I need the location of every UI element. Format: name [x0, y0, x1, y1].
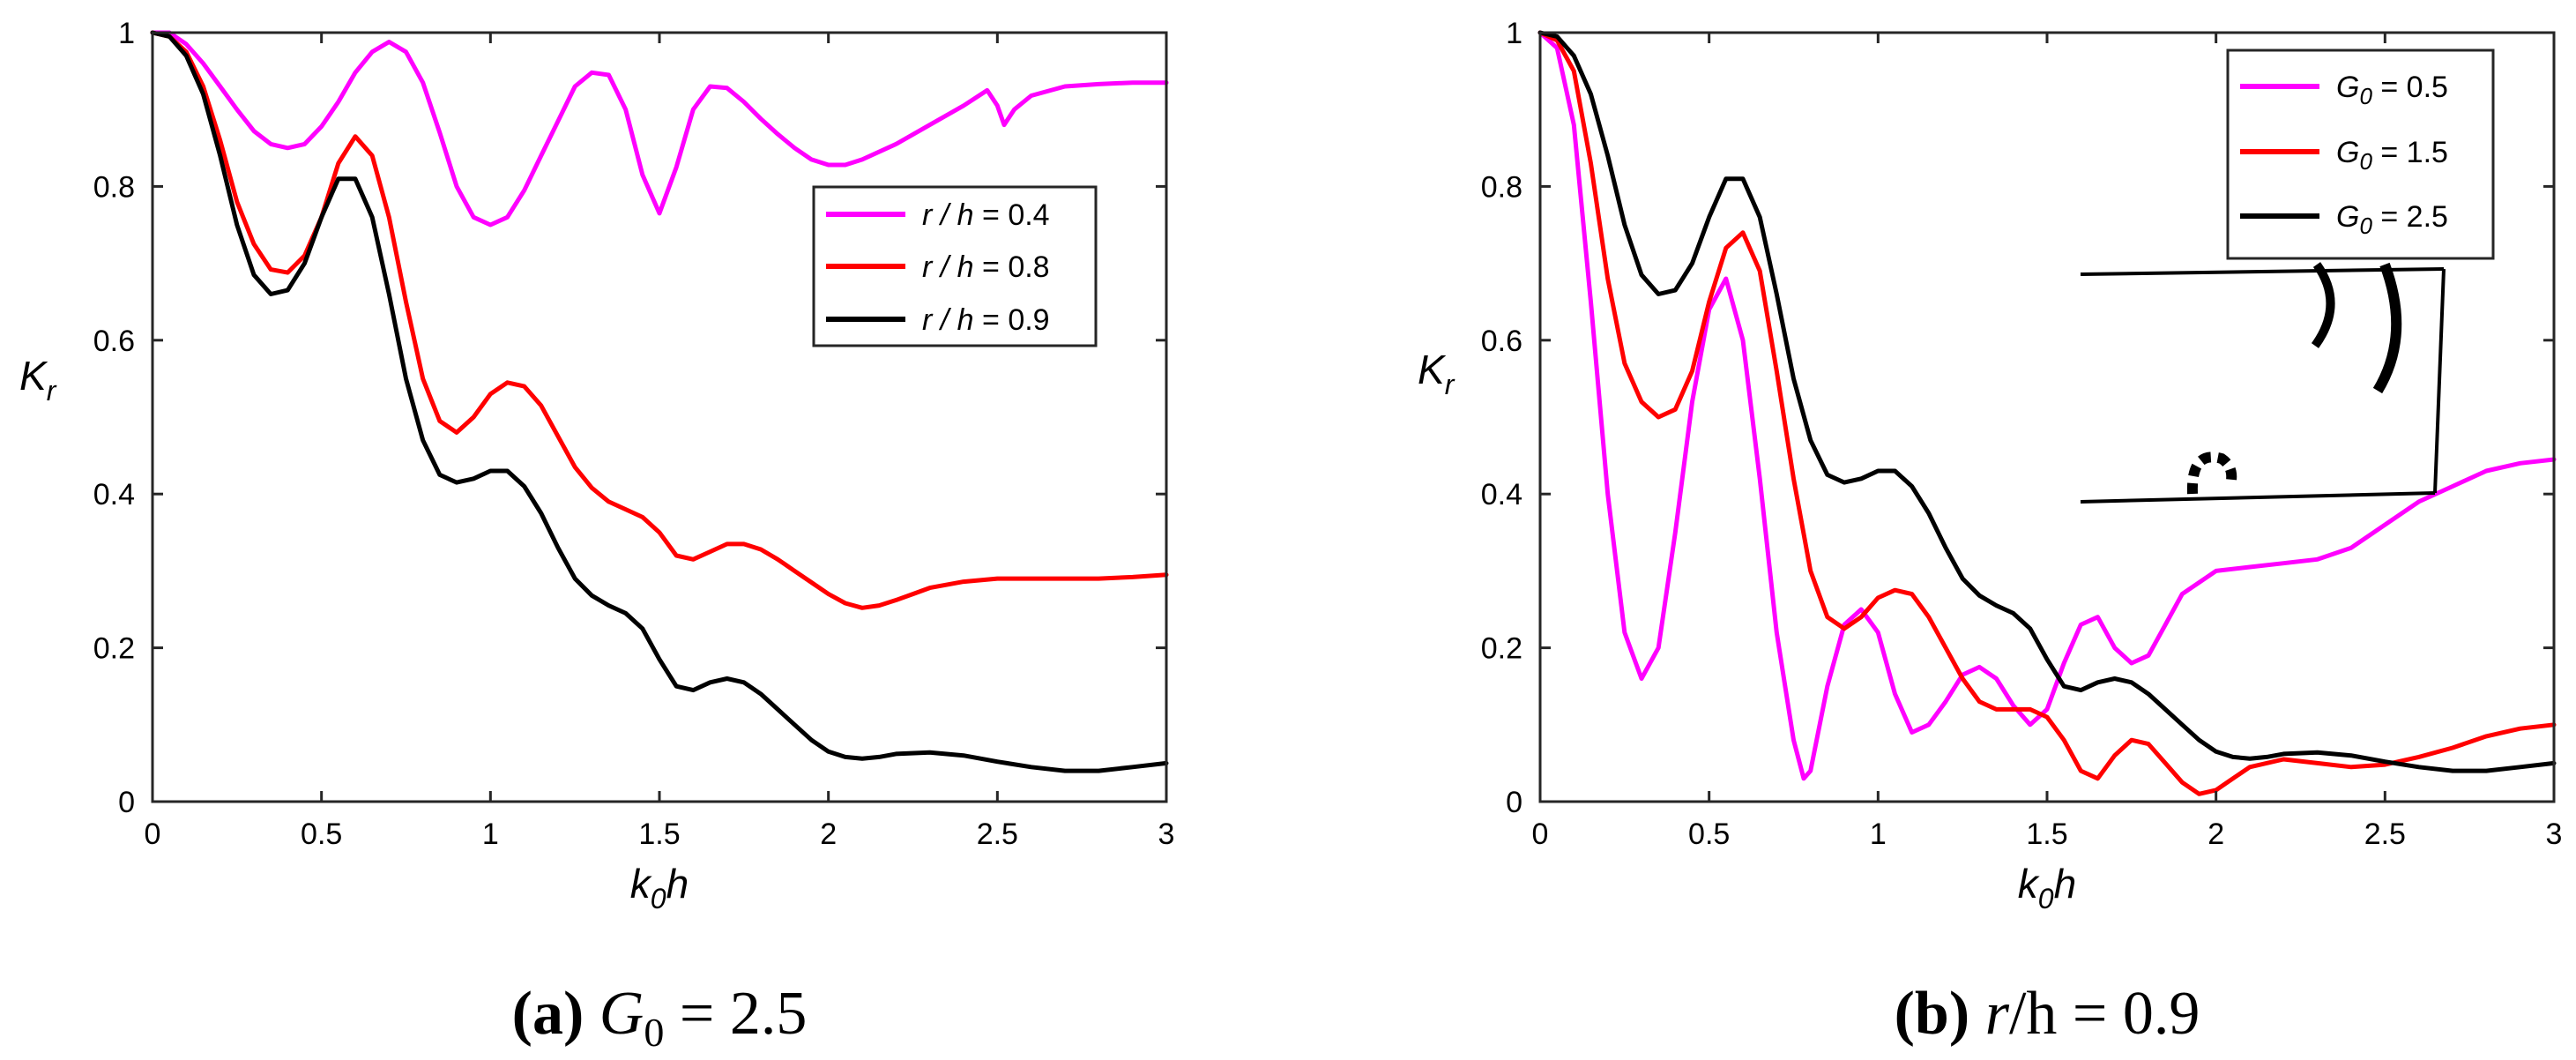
panel-a-xtick-label-6: 3: [1158, 817, 1175, 851]
panel-b-xtick-label-6: 3: [2546, 817, 2563, 851]
panel-b-caption: (b) r/h = 0.9: [1895, 980, 2200, 1048]
panel-a-x-axis-title: k0h: [630, 861, 689, 914]
panel-b-x-axis-title: k0h: [2018, 861, 2076, 914]
panel-a-legend: r / h = 0.4 r / h = 0.8 r / h = 0.9: [812, 185, 1098, 347]
panel-a-series-line-2: [150, 30, 1169, 610]
panel-b-legend-label-3: G0 = 2.5: [2336, 200, 2448, 239]
panel-b-xtick-label-2: 1: [1870, 817, 1887, 851]
panel-a-legend-label-2: r / h = 0.8: [922, 250, 1050, 284]
panel-a-xtick-label-1: 0.5: [301, 817, 342, 851]
panel-b: 0 0.5 1 1.5 2 2.5 3 0 0.2 0.4 0.6 0.8 1 k0h Kr G0 = …: [1418, 17, 2562, 1048]
panel-b-legend-label-2: G0 = 1.5: [2336, 136, 2448, 175]
panel-b-xtick-label-3: 1.5: [2026, 817, 2067, 851]
panel-a-legend-label-1: r / h = 0.4: [922, 198, 1050, 232]
panel-b-series-line-2: [1537, 30, 2557, 796]
panel-b-ytick-label-1: 0.2: [1481, 632, 1523, 666]
panel-b-ytick-label-0: 0: [1506, 786, 1523, 819]
inset-plate-large: [2372, 262, 2402, 394]
panel-b-ytick-label-4: 0.8: [1481, 170, 1523, 204]
inset-plate-dashed: [2186, 452, 2237, 495]
panel-a-series-line-3: [150, 30, 1169, 773]
panel-a-ticks: 0 0.5 1 1.5 2 2.5 3 0 0.2 0.4 0.6 0.8 1: [93, 17, 1175, 851]
panel-b-series-line-3: [1537, 30, 2557, 773]
panel-b-inset-schematic: [2080, 262, 2446, 504]
panel-a-legend-label-3: r / h = 0.9: [922, 303, 1050, 337]
panel-a-ytick-label-1: 0.2: [93, 632, 135, 666]
panel-a: 0 0.5 1 1.5 2 2.5 3 0 0.2 0.4 0.6 0.8 1 k0h Kr r / h…: [19, 17, 1174, 1055]
panel-a-ytick-label-5: 1: [118, 17, 135, 50]
panel-b-legend-label-1: G0 = 0.5: [2336, 71, 2448, 109]
panel-b-ytick-label-3: 0.6: [1481, 325, 1523, 358]
panel-a-y-axis-title: Kr: [19, 353, 57, 407]
inset-bottom-line: [2080, 491, 2436, 504]
panel-a-ytick-label-0: 0: [118, 786, 135, 819]
panel-a-ytick-label-3: 0.6: [93, 325, 135, 358]
panel-a-axes-box: [151, 31, 1168, 803]
inset-right-line: [2433, 268, 2446, 494]
panel-b-xtick-label-5: 2.5: [2364, 817, 2406, 851]
panel-b-series-group: [1537, 30, 2557, 796]
panel-a-xtick-label-2: 1: [482, 817, 499, 851]
panel-a-xtick-label-5: 2.5: [977, 817, 1018, 851]
panel-b-series-line-1: [1537, 30, 2557, 781]
panel-a-xtick-label-0: 0: [145, 817, 161, 851]
panel-a-series-line-1: [150, 30, 1169, 228]
panel-a-series-group: [150, 30, 1169, 773]
panel-b-y-axis-title: Kr: [1418, 347, 1456, 400]
panel-a-xtick-label-4: 2: [820, 817, 837, 851]
panel-a-xtick-label-3: 1.5: [638, 817, 680, 851]
panel-b-ytick-label-5: 1: [1506, 17, 1523, 50]
panel-b-legend: G0 = 0.5 G0 = 1.5 G0 = 2.5: [2226, 49, 2495, 260]
panel-b-xtick-label-4: 2: [2207, 817, 2224, 851]
panel-b-xtick-label-1: 0.5: [1688, 817, 1730, 851]
panel-a-ytick-label-4: 0.8: [93, 170, 135, 204]
inset-plate-small: [2311, 262, 2335, 348]
panel-a-caption: (a) G0 = 2.5: [512, 980, 808, 1055]
panel-b-xtick-label-0: 0: [1532, 817, 1549, 851]
panel-b-ticks: 0 0.5 1 1.5 2 2.5 3 0 0.2 0.4 0.6 0.8 1: [1481, 17, 2563, 851]
panel-a-ytick-label-2: 0.4: [93, 478, 135, 511]
panel-b-ytick-label-2: 0.4: [1481, 478, 1523, 511]
